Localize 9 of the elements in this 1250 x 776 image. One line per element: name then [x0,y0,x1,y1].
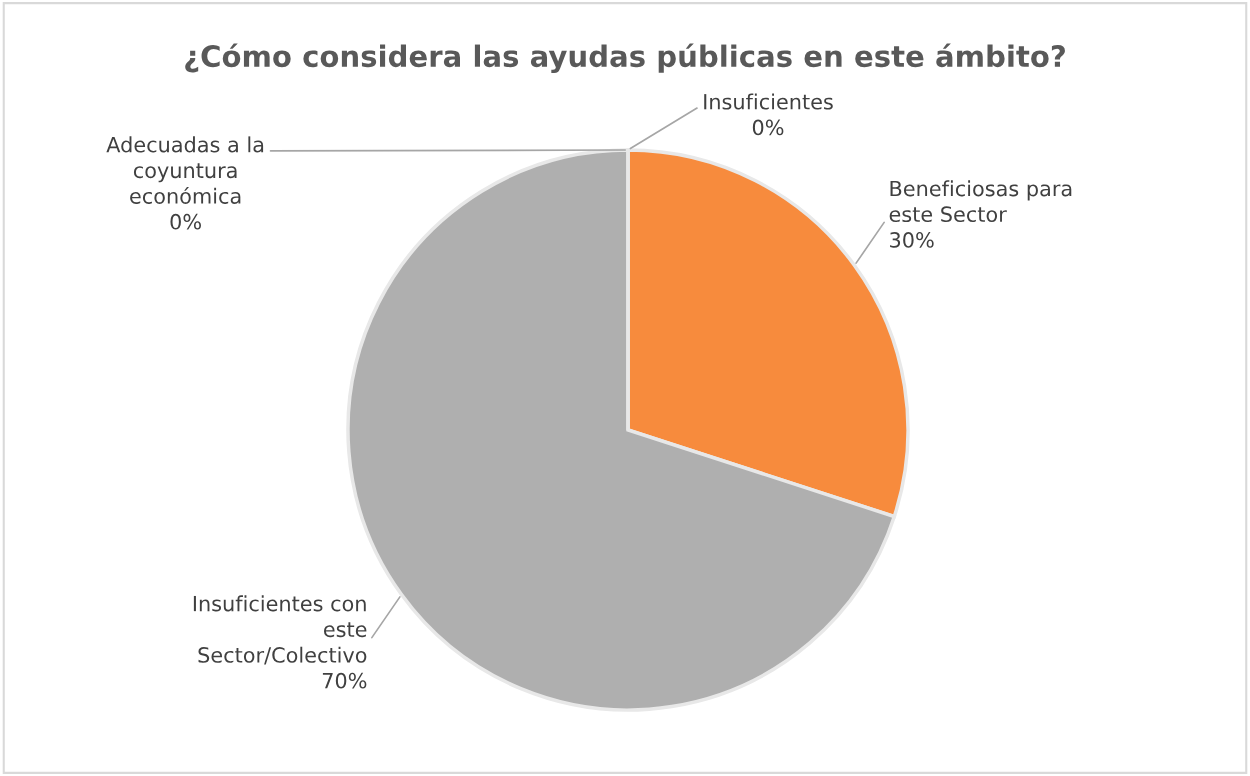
slice-label: Insuficientes con este Sector/Colectivo [193,595,367,665]
text: 0% [752,119,784,136]
data-label: 70% [322,672,367,689]
data-label: 30% [890,232,934,248]
category-label: Adecuadas a la coyuntura económica [106,136,264,204]
slice-label: Beneficiosas para este Sector [889,180,1072,223]
category-label: Insuficientes [704,93,833,110]
text: 0% [170,213,201,230]
chart-title: ¿Cómo considera las ayudas públicas en este ámbito? [185,43,1065,74]
